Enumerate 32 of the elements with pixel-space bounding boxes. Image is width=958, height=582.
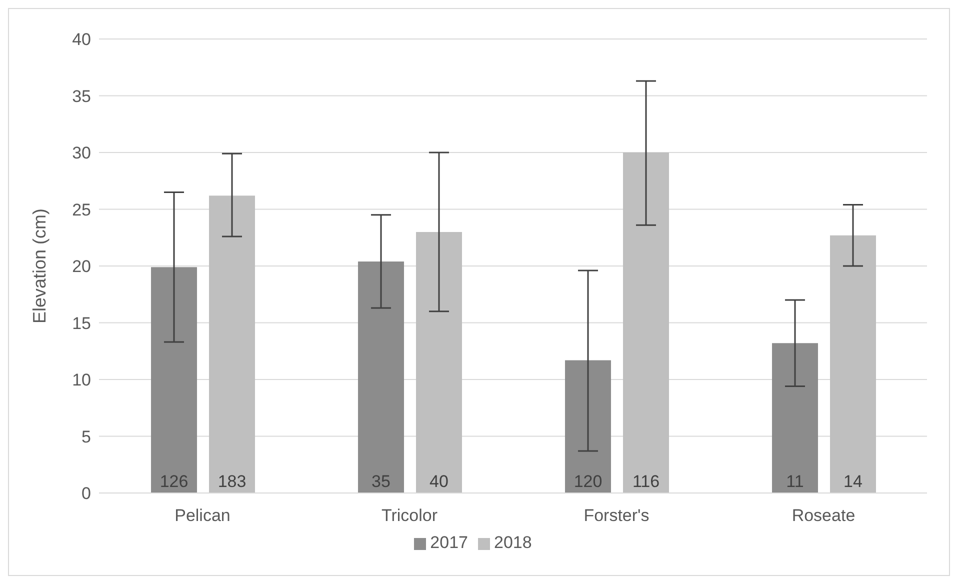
legend-label: 2017 (430, 533, 468, 552)
annotation: 35 (372, 472, 390, 491)
bar (209, 196, 255, 493)
y-tick-label: 25 (72, 200, 91, 220)
y-tick-label: 10 (72, 370, 91, 390)
y-tick-label: 15 (72, 314, 91, 333)
x-tick-label: Forster's (584, 506, 650, 526)
x-tick-label: Pelican (174, 506, 230, 526)
annotation: 116 (632, 472, 660, 491)
y-tick-label: 5 (82, 427, 91, 446)
bar (623, 152, 669, 493)
annotation: 14 (844, 472, 862, 491)
annotation: 120 (574, 472, 602, 491)
bar (358, 261, 404, 493)
x-tick-label: Roseate (792, 506, 856, 526)
bar (830, 235, 876, 493)
y-tick-label: 0 (82, 484, 91, 504)
y-tick-label: 40 (72, 30, 91, 50)
annotation: 11 (786, 472, 804, 491)
bar (151, 267, 197, 493)
bar (565, 360, 611, 493)
bar (772, 343, 818, 493)
annotation: 40 (430, 472, 448, 491)
x-tick-label: Tricolor (381, 506, 438, 526)
y-tick-label: 20 (72, 257, 91, 276)
annotation: 183 (218, 472, 246, 491)
bar (416, 232, 462, 493)
annotation: 126 (160, 472, 188, 491)
y-tick-label: 30 (72, 144, 91, 163)
legend-label: 2018 (494, 533, 532, 552)
y-axis-title: Elevation (cm) (29, 208, 50, 324)
y-tick-label: 35 (72, 86, 91, 106)
